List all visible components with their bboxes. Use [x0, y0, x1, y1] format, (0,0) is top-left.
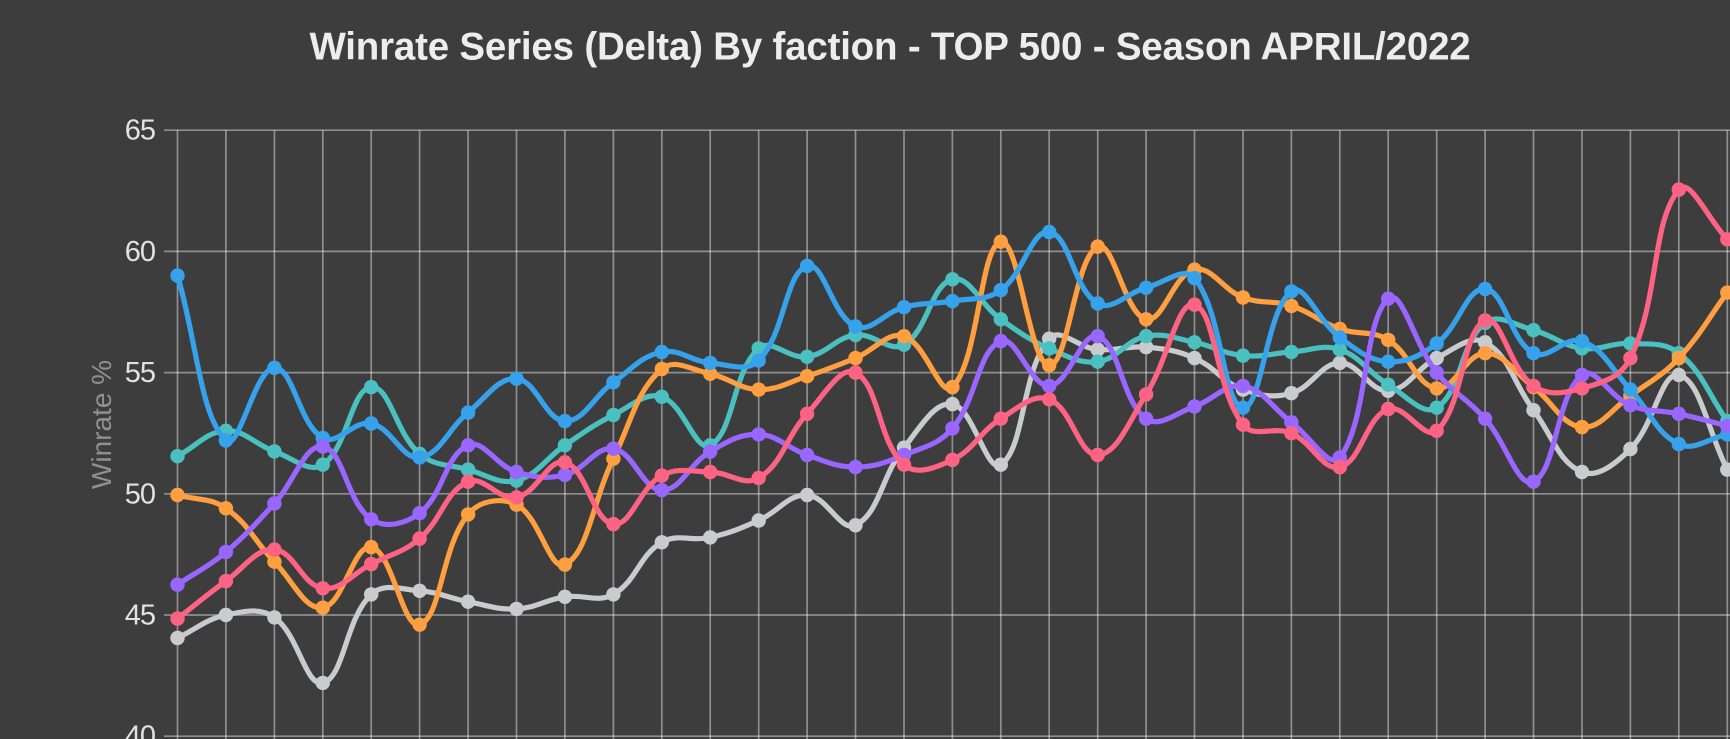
svg-text:65: 65	[125, 115, 155, 147]
svg-text:Winrate %: Winrate %	[86, 360, 117, 489]
svg-text:45: 45	[125, 600, 155, 632]
svg-text:Winrate Series (Delta) By fact: Winrate Series (Delta) By faction - TOP …	[310, 26, 1471, 69]
svg-text:40: 40	[125, 721, 155, 739]
svg-text:60: 60	[125, 236, 155, 268]
svg-text:55: 55	[125, 357, 155, 389]
svg-text:50: 50	[125, 478, 155, 510]
